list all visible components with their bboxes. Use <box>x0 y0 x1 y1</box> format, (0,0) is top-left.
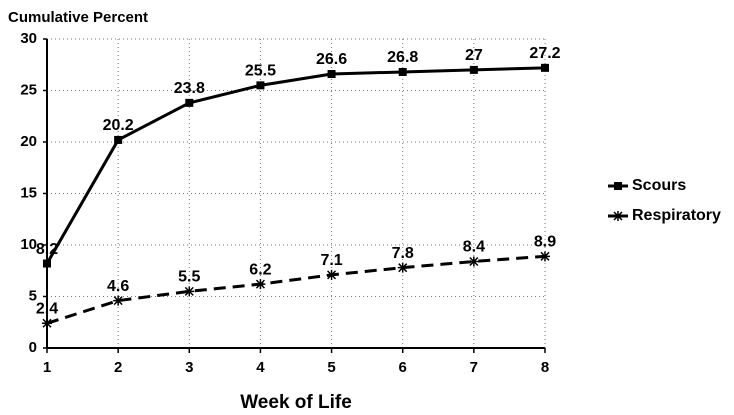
data-label: 8.9 <box>534 234 556 251</box>
series-line <box>45 66 546 265</box>
data-label: 27.2 <box>529 45 560 62</box>
data-label: 26.6 <box>316 51 347 68</box>
y-tick-label: 20 <box>20 133 37 150</box>
legend-marker <box>613 211 623 221</box>
legend-marker <box>614 182 622 190</box>
data-label: 6.2 <box>249 261 271 278</box>
data-point <box>397 262 408 273</box>
data-label: 8.4 <box>463 239 485 256</box>
data-point <box>113 295 124 306</box>
data-point <box>42 318 52 329</box>
y-tick-label: 10 <box>20 236 37 253</box>
data-label: 25.5 <box>245 63 276 80</box>
data-label: 26.8 <box>387 49 418 66</box>
data-point <box>256 81 265 90</box>
x-tick-label: 3 <box>185 359 193 376</box>
data-point <box>469 65 478 74</box>
x-tick-label: 1 <box>43 359 51 376</box>
x-axis-label: Week of Life <box>240 392 352 413</box>
data-point <box>43 259 51 268</box>
legend-label: Respiratory <box>632 207 721 224</box>
data-point <box>327 70 336 79</box>
data-label: 2.4 <box>36 300 58 317</box>
data-point <box>184 286 195 297</box>
x-tick-label: 2 <box>114 359 122 376</box>
data-label: 7.8 <box>392 245 414 262</box>
data-point <box>540 251 550 262</box>
x-tick-label: 4 <box>256 359 265 376</box>
data-label: 7.1 <box>320 252 342 269</box>
data-label: 5.5 <box>178 269 200 286</box>
data-label: 4.6 <box>107 278 129 295</box>
data-label: 23.8 <box>174 80 205 97</box>
series-line <box>46 254 546 325</box>
data-point <box>541 63 549 72</box>
y-tick-label: 30 <box>20 30 37 47</box>
data-point <box>398 67 407 76</box>
data-point <box>255 279 266 290</box>
y-tick-label: 25 <box>20 81 37 98</box>
data-label: 27 <box>465 47 483 64</box>
legend-label: Scours <box>632 177 686 194</box>
y-tick-label: 5 <box>29 287 37 304</box>
data-point <box>114 135 123 144</box>
data-label: 8.2 <box>36 241 58 258</box>
data-label: 20.2 <box>103 117 134 134</box>
y-tick-label: 0 <box>29 339 37 356</box>
x-tick-label: 6 <box>399 359 407 376</box>
x-tick-label: 5 <box>327 359 335 376</box>
y-tick-label: 15 <box>20 184 37 201</box>
x-tick-label: 8 <box>541 359 549 376</box>
x-tick-label: 7 <box>470 359 478 376</box>
data-point <box>468 256 479 267</box>
y-axis-label: Cumulative Percent <box>8 9 148 26</box>
data-point <box>326 269 337 280</box>
data-point <box>185 98 194 107</box>
